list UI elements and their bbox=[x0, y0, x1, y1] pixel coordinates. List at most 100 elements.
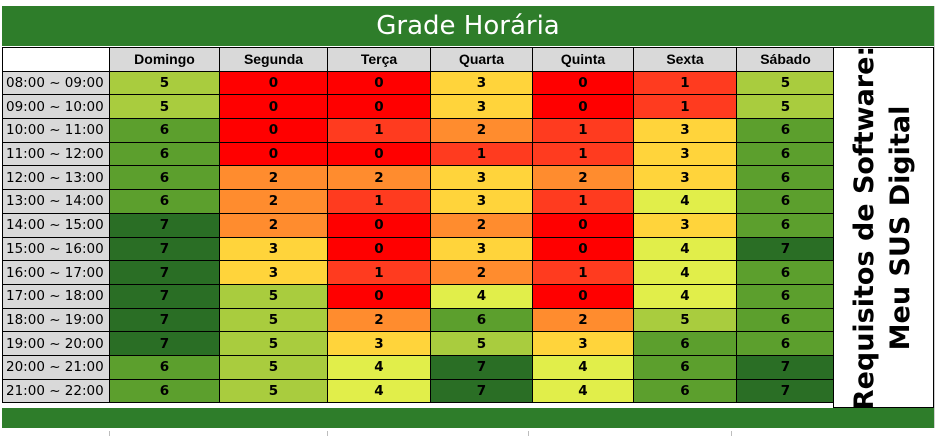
availability-cell[interactable]: 4 bbox=[633, 260, 737, 285]
availability-cell[interactable]: 1 bbox=[532, 141, 634, 167]
availability-cell[interactable]: 7 bbox=[109, 260, 220, 285]
availability-cell[interactable]: 2 bbox=[430, 118, 533, 143]
availability-cell[interactable]: 0 bbox=[219, 141, 328, 167]
availability-cell[interactable]: 0 bbox=[327, 70, 431, 96]
availability-cell[interactable]: 3 bbox=[633, 141, 737, 167]
time-slot-cell[interactable]: 17:00 ~ 18:00 bbox=[2, 283, 110, 309]
availability-cell[interactable]: 7 bbox=[109, 283, 220, 309]
availability-cell[interactable]: 4 bbox=[327, 378, 431, 404]
time-slot-cell[interactable]: 14:00 ~ 15:00 bbox=[2, 212, 110, 238]
availability-cell[interactable]: 0 bbox=[532, 212, 634, 238]
availability-cell[interactable]: 6 bbox=[736, 307, 835, 333]
availability-cell[interactable]: 0 bbox=[219, 94, 328, 120]
availability-cell[interactable]: 5 bbox=[219, 354, 328, 380]
header-day[interactable]: Domingo bbox=[109, 47, 220, 72]
availability-cell[interactable]: 6 bbox=[109, 378, 220, 404]
availability-cell[interactable]: 1 bbox=[532, 189, 634, 214]
availability-cell[interactable]: 3 bbox=[633, 118, 737, 143]
availability-cell[interactable]: 6 bbox=[736, 141, 835, 167]
availability-cell[interactable]: 5 bbox=[219, 307, 328, 333]
time-slot-cell[interactable]: 08:00 ~ 09:00 bbox=[2, 70, 110, 96]
availability-cell[interactable]: 4 bbox=[633, 283, 737, 309]
availability-cell[interactable]: 4 bbox=[633, 189, 737, 214]
availability-cell[interactable]: 6 bbox=[736, 283, 835, 309]
availability-cell[interactable]: 4 bbox=[430, 283, 533, 309]
availability-cell[interactable]: 1 bbox=[633, 94, 737, 120]
availability-cell[interactable]: 1 bbox=[430, 141, 533, 167]
availability-cell[interactable]: 5 bbox=[736, 94, 835, 120]
availability-cell[interactable]: 0 bbox=[327, 94, 431, 120]
availability-cell[interactable]: 6 bbox=[109, 354, 220, 380]
header-day[interactable]: Quarta bbox=[430, 47, 533, 72]
availability-cell[interactable]: 7 bbox=[109, 331, 220, 356]
availability-cell[interactable]: 5 bbox=[219, 283, 328, 309]
availability-cell[interactable]: 2 bbox=[532, 165, 634, 191]
availability-cell[interactable]: 3 bbox=[219, 236, 328, 262]
header-day[interactable]: Sexta bbox=[633, 47, 737, 72]
availability-cell[interactable]: 0 bbox=[219, 118, 328, 143]
side-label-cell[interactable]: Requisitos de Software: Meu SUS Digital bbox=[833, 45, 934, 410]
availability-cell[interactable]: 3 bbox=[430, 189, 533, 214]
availability-cell[interactable]: 4 bbox=[532, 354, 634, 380]
availability-cell[interactable]: 3 bbox=[430, 70, 533, 96]
header-day[interactable]: Terça bbox=[327, 47, 431, 72]
time-slot-cell[interactable]: 10:00 ~ 11:00 bbox=[2, 118, 110, 143]
header-blank-cell[interactable] bbox=[2, 47, 110, 72]
availability-cell[interactable]: 6 bbox=[736, 165, 835, 191]
time-slot-cell[interactable]: 15:00 ~ 16:00 bbox=[2, 236, 110, 262]
availability-cell[interactable]: 2 bbox=[327, 165, 431, 191]
availability-cell[interactable]: 2 bbox=[430, 260, 533, 285]
time-slot-cell[interactable]: 09:00 ~ 10:00 bbox=[2, 94, 110, 120]
availability-cell[interactable]: 2 bbox=[219, 165, 328, 191]
availability-cell[interactable]: 3 bbox=[633, 212, 737, 238]
header-day[interactable]: Quinta bbox=[532, 47, 634, 72]
availability-cell[interactable]: 6 bbox=[109, 118, 220, 143]
availability-cell[interactable]: 6 bbox=[736, 212, 835, 238]
availability-cell[interactable]: 6 bbox=[736, 189, 835, 214]
availability-cell[interactable]: 3 bbox=[430, 165, 533, 191]
availability-cell[interactable]: 3 bbox=[430, 94, 533, 120]
availability-cell[interactable]: 7 bbox=[109, 212, 220, 238]
availability-cell[interactable]: 6 bbox=[109, 141, 220, 167]
availability-cell[interactable]: 5 bbox=[109, 94, 220, 120]
availability-cell[interactable]: 6 bbox=[633, 354, 737, 380]
availability-cell[interactable]: 5 bbox=[633, 307, 737, 333]
availability-cell[interactable]: 0 bbox=[327, 141, 431, 167]
availability-cell[interactable]: 5 bbox=[736, 70, 835, 96]
availability-cell[interactable]: 6 bbox=[736, 118, 835, 143]
availability-cell[interactable]: 4 bbox=[532, 378, 634, 404]
availability-cell[interactable]: 2 bbox=[219, 212, 328, 238]
time-slot-cell[interactable]: 16:00 ~ 17:00 bbox=[2, 260, 110, 285]
availability-cell[interactable]: 0 bbox=[327, 283, 431, 309]
time-slot-cell[interactable]: 11:00 ~ 12:00 bbox=[2, 141, 110, 167]
time-slot-cell[interactable]: 13:00 ~ 14:00 bbox=[2, 189, 110, 214]
right-column[interactable] bbox=[934, 6, 952, 428]
availability-cell[interactable]: 6 bbox=[736, 331, 835, 356]
sheet-title[interactable]: Grade Horária bbox=[2, 6, 934, 46]
availability-cell[interactable]: 6 bbox=[633, 331, 737, 356]
time-slot-cell[interactable]: 12:00 ~ 13:00 bbox=[2, 165, 110, 191]
availability-cell[interactable]: 2 bbox=[430, 212, 533, 238]
availability-cell[interactable]: 2 bbox=[327, 307, 431, 333]
availability-cell[interactable]: 4 bbox=[327, 354, 431, 380]
availability-cell[interactable]: 6 bbox=[633, 378, 737, 404]
availability-cell[interactable]: 1 bbox=[327, 118, 431, 143]
availability-cell[interactable]: 7 bbox=[109, 236, 220, 262]
availability-cell[interactable]: 1 bbox=[327, 189, 431, 214]
availability-cell[interactable]: 1 bbox=[532, 118, 634, 143]
footer-bar[interactable] bbox=[2, 408, 934, 428]
availability-cell[interactable]: 7 bbox=[109, 307, 220, 333]
time-slot-cell[interactable]: 19:00 ~ 20:00 bbox=[2, 331, 110, 356]
availability-cell[interactable]: 3 bbox=[532, 331, 634, 356]
availability-cell[interactable]: 0 bbox=[532, 283, 634, 309]
availability-cell[interactable]: 3 bbox=[430, 236, 533, 262]
header-day[interactable]: Sábado bbox=[736, 47, 835, 72]
availability-cell[interactable]: 3 bbox=[327, 331, 431, 356]
availability-cell[interactable]: 2 bbox=[219, 189, 328, 214]
availability-cell[interactable]: 6 bbox=[109, 165, 220, 191]
availability-cell[interactable]: 6 bbox=[736, 260, 835, 285]
availability-cell[interactable]: 5 bbox=[430, 331, 533, 356]
availability-cell[interactable]: 7 bbox=[430, 378, 533, 404]
availability-cell[interactable]: 5 bbox=[109, 70, 220, 96]
time-slot-cell[interactable]: 20:00 ~ 21:00 bbox=[2, 354, 110, 380]
